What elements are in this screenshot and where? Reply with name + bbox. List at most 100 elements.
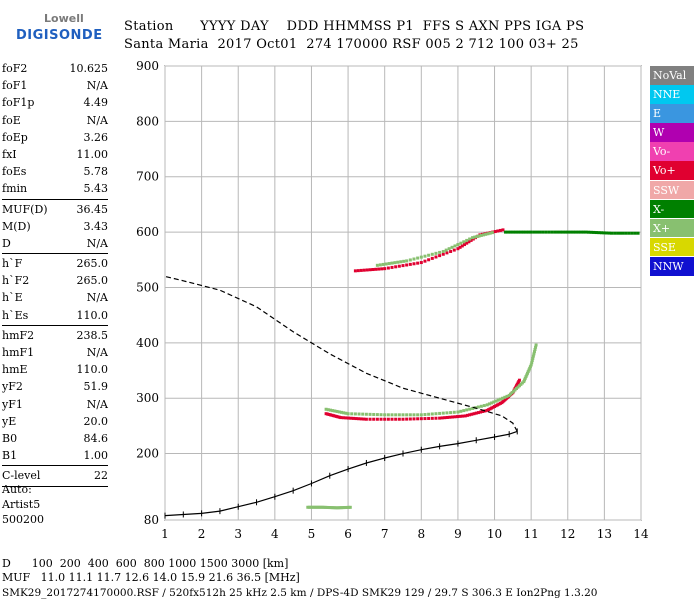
param-value: N/A (86, 291, 108, 305)
param-name: yF1 (2, 397, 23, 411)
echo-point (353, 269, 357, 273)
echo-point (524, 375, 528, 379)
echo-point (621, 231, 625, 235)
echo-point (333, 409, 337, 413)
lowell-digisonde-logo: Lowell DIGISONDE (4, 8, 114, 48)
echo-point (423, 259, 427, 263)
echo-point (438, 416, 442, 420)
param-row: B1 1.00 (2, 447, 108, 464)
echo-point (441, 249, 445, 253)
echo-point (364, 412, 368, 416)
echo-point (479, 233, 483, 237)
echo-point (396, 260, 400, 264)
param-name: foE (2, 113, 21, 127)
echo-point (438, 254, 442, 258)
y-tick-label: 600 (136, 225, 159, 239)
x-tick-label: 12 (560, 527, 575, 541)
scaled-parameters-panel: foF2 10.625 foF1 N/A foF1p 4.49 foE N/A foEp 3.26… (2, 60, 108, 488)
echo-point (443, 416, 447, 420)
echo-point (527, 368, 531, 372)
param-name: B1 (2, 449, 18, 463)
param-row: MUF(D) 36.45 (2, 201, 108, 218)
plot-frame (164, 65, 642, 521)
echo-point (633, 231, 637, 235)
x-tick-label: 5 (308, 527, 316, 541)
echo-point (423, 417, 427, 421)
echo-point (405, 413, 409, 417)
echo-point (479, 410, 483, 414)
echo-point (530, 361, 534, 365)
legend-item: E (650, 104, 694, 123)
legend-item: SSW (650, 180, 694, 200)
echo-point (339, 416, 343, 420)
echo-point (427, 253, 431, 257)
echo-point (636, 231, 640, 235)
param-row: D N/A (2, 235, 108, 252)
polarization-legend: NoVal NNE E W Vo- Vo+ SSW X- X+ SSE NNW (650, 66, 694, 276)
echo-point (401, 413, 405, 417)
echo-point (519, 230, 523, 234)
y-tick-label: 900 (136, 59, 159, 73)
echo-point (571, 230, 575, 234)
echo-point (463, 243, 467, 247)
echo-point (490, 231, 494, 235)
param-name: foF1p (2, 96, 35, 110)
footer-muf-row: MUF 11.0 11.1 11.7 12.6 14.0 15.9 21.6 3… (2, 571, 300, 584)
param-name: MUF(D) (2, 202, 48, 216)
echo-point (535, 230, 539, 234)
echo-point (416, 261, 420, 265)
echo-point (364, 417, 368, 421)
echo-point (514, 230, 518, 234)
param-value: 10.625 (69, 62, 109, 75)
echo-point (383, 413, 387, 417)
x-tick-label: 7 (381, 527, 389, 541)
echo-point (462, 409, 466, 413)
x-tick-label: 11 (524, 527, 539, 541)
echo-point (456, 415, 460, 419)
echo-point (365, 268, 369, 272)
echo-point (378, 263, 382, 267)
x-tick-label: 3 (234, 527, 242, 541)
y-tick-label: 800 (136, 114, 159, 128)
echo-point (534, 343, 538, 347)
param-row: foEs 5.78 (2, 163, 108, 180)
echo-point (339, 410, 343, 414)
echo-point (397, 417, 401, 421)
param-name: hmF1 (2, 346, 35, 359)
x-tick-label: 2 (198, 527, 206, 541)
param-value: 238.5 (76, 328, 109, 342)
echo-point (380, 267, 384, 271)
echo-point (430, 252, 434, 256)
echo-point (416, 413, 420, 417)
auto-version: 500200 (2, 513, 44, 526)
echo-point (463, 414, 467, 418)
echo-point (496, 229, 500, 233)
echo-point (408, 413, 412, 417)
echo-point (613, 231, 617, 235)
x-tick-label: 1 (161, 527, 169, 541)
echo-point (544, 230, 548, 234)
echo-point (445, 251, 449, 255)
echo-point (494, 399, 498, 403)
profile-extrapolation-dashed (164, 275, 518, 432)
echo-point (528, 366, 532, 370)
param-row: yF2 51.9 (2, 378, 108, 395)
param-row: foEp 3.26 (2, 129, 108, 146)
echo-point (558, 230, 562, 234)
param-name: foEs (2, 165, 27, 179)
param-row: hmF1 N/A (2, 344, 108, 361)
param-separator (2, 253, 108, 255)
echo-point (576, 230, 580, 234)
echo-point (449, 411, 453, 415)
echo-point (375, 417, 379, 421)
echo-point (390, 261, 394, 265)
echo-point (335, 409, 339, 413)
param-name: yF2 (2, 380, 23, 394)
echo-point (458, 414, 462, 418)
x-tick-label: 8 (417, 527, 425, 541)
echo-point (344, 411, 348, 415)
echo-point (482, 404, 486, 408)
echo-point (434, 416, 438, 420)
echo-point (359, 268, 363, 272)
